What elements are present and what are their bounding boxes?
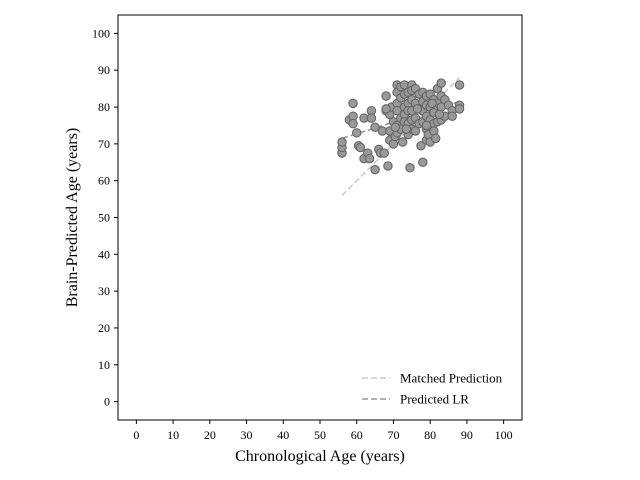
scatter-point bbox=[348, 118, 358, 129]
x-tick-label: 0 bbox=[133, 428, 139, 442]
y-tick-label: 80 bbox=[98, 100, 110, 114]
scatter-point bbox=[421, 120, 432, 131]
x-tick-label: 30 bbox=[241, 428, 253, 442]
scatter-point bbox=[370, 164, 380, 175]
y-tick-label: 50 bbox=[98, 211, 110, 225]
x-tick-label: 90 bbox=[461, 428, 473, 442]
x-tick-label: 40 bbox=[277, 428, 289, 442]
scatter-point bbox=[381, 104, 391, 114]
scatter-point bbox=[454, 104, 465, 114]
scatter-point bbox=[454, 80, 465, 90]
scatter-point bbox=[416, 140, 426, 151]
x-tick-label: 10 bbox=[167, 428, 179, 442]
y-axis-label: Brain-Predicted Age (years) bbox=[64, 128, 81, 307]
legend-label-predicted-lr: Predicted LR bbox=[400, 392, 469, 407]
plot-frame bbox=[117, 14, 523, 421]
x-tick-label: 80 bbox=[424, 428, 436, 442]
x-tick-label: 50 bbox=[314, 428, 326, 442]
y-tick-label: 10 bbox=[98, 358, 110, 372]
scatter-point bbox=[392, 105, 402, 116]
y-tick-label: 100 bbox=[92, 26, 110, 40]
y-tick-label: 40 bbox=[98, 247, 110, 261]
y-tick-label: 30 bbox=[98, 284, 110, 298]
scatter-point bbox=[379, 148, 390, 158]
scatter-point bbox=[447, 111, 457, 122]
scatter-point bbox=[383, 161, 393, 171]
scatter-point bbox=[418, 157, 428, 168]
x-tick-label: 20 bbox=[204, 428, 216, 442]
x-tick-label: 100 bbox=[495, 428, 513, 442]
x-tick-label: 70 bbox=[387, 428, 399, 442]
scatter-point bbox=[351, 128, 362, 138]
scatter-point bbox=[370, 122, 380, 133]
scatter-point bbox=[410, 126, 421, 136]
scatter-point bbox=[397, 137, 408, 147]
y-tick-label: 90 bbox=[98, 63, 110, 77]
scatter-point bbox=[430, 133, 441, 144]
y-tick-label: 20 bbox=[98, 321, 110, 335]
legend-label-matched-prediction: Matched Prediction bbox=[400, 371, 503, 386]
scatter-point bbox=[412, 104, 423, 114]
scatter-point bbox=[366, 113, 377, 123]
scatter-point bbox=[381, 91, 391, 101]
scatter-point bbox=[405, 163, 415, 173]
y-tick-label: 70 bbox=[98, 137, 110, 151]
scatter-point bbox=[355, 142, 366, 153]
y-tick-label: 0 bbox=[104, 395, 110, 409]
scatter-point bbox=[337, 137, 347, 147]
y-tick-label: 60 bbox=[98, 174, 110, 188]
scatter-points-layer bbox=[337, 78, 465, 175]
x-tick-label: 60 bbox=[351, 428, 363, 442]
scatter-point bbox=[436, 78, 446, 88]
scatter-point bbox=[427, 98, 437, 109]
scatter-point bbox=[434, 109, 445, 120]
x-axis-label: Chronological Age (years) bbox=[235, 448, 405, 465]
ticks-layer: 0 10 20 30 40 50 60 70 80 90 100 0 10 20 30 40 50 60 70 80 9… bbox=[92, 26, 513, 442]
scatter-point bbox=[390, 122, 401, 133]
scatter-point bbox=[401, 124, 412, 134]
scatter-point bbox=[364, 153, 375, 164]
scatter-point bbox=[348, 98, 358, 109]
legend: Matched Prediction Predicted LR bbox=[362, 371, 503, 407]
